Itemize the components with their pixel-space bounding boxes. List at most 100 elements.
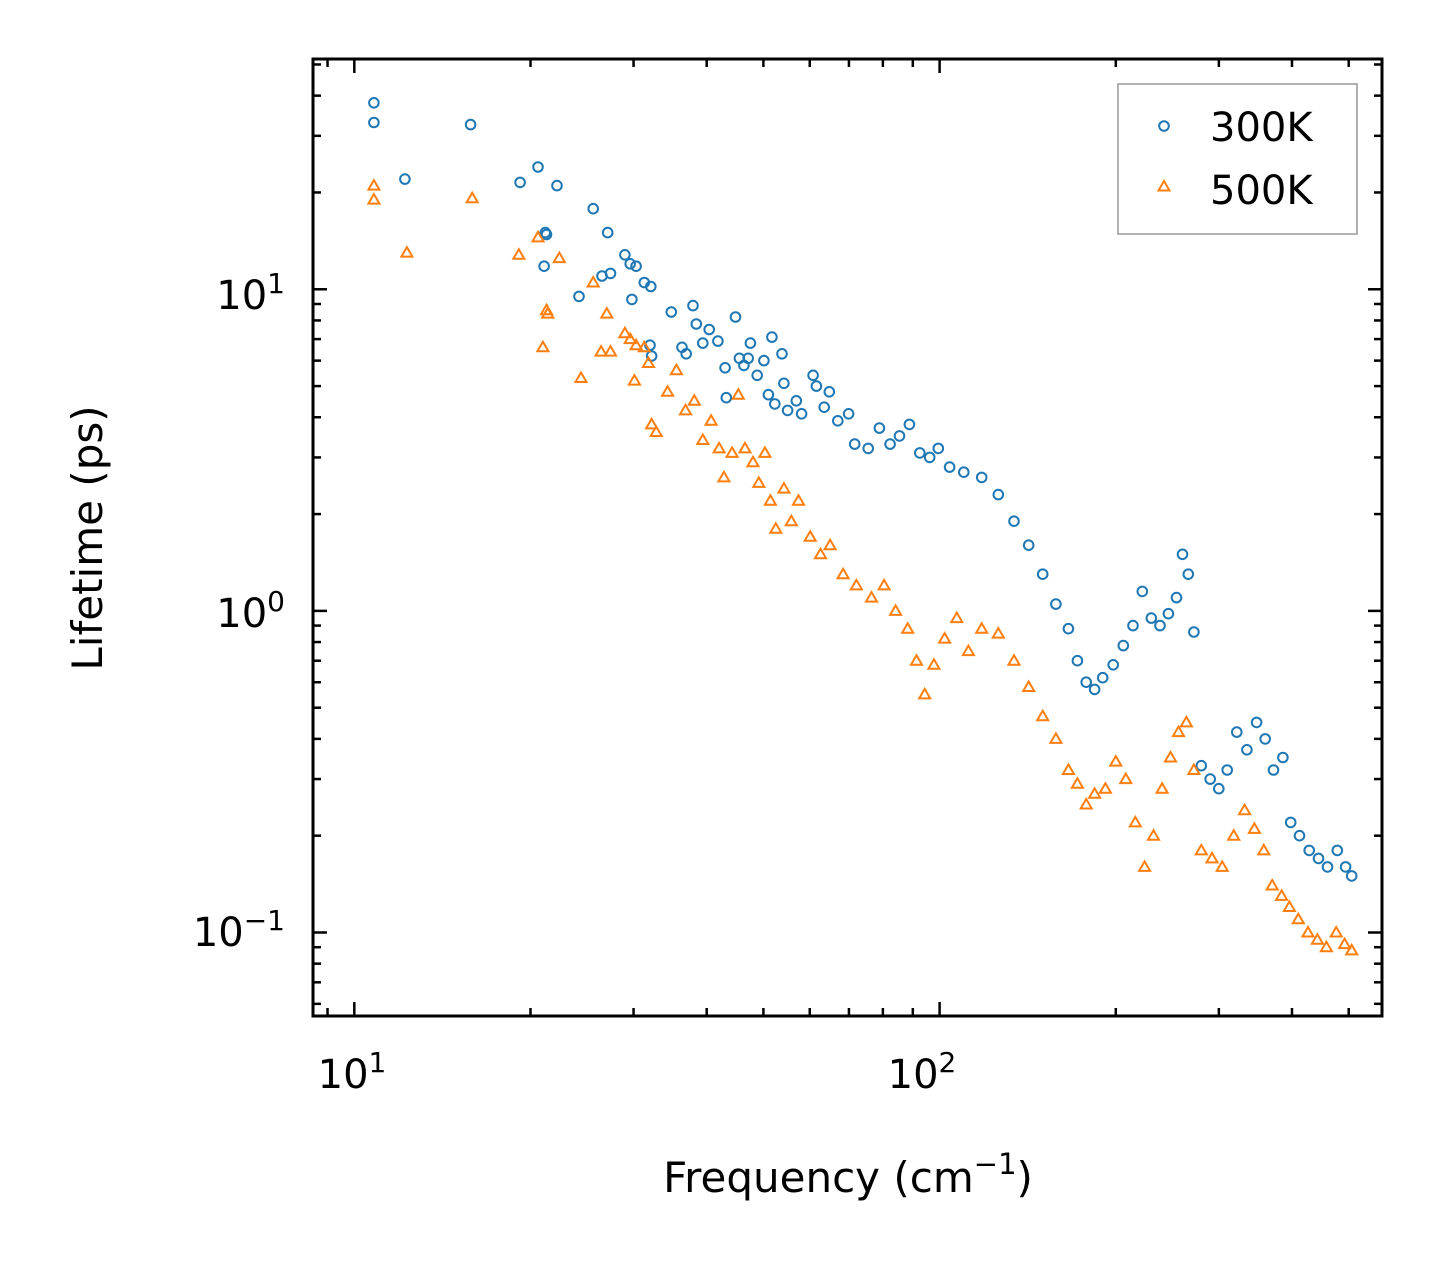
data-point-500k-46 [849, 577, 864, 591]
data-point-500k-27 [695, 432, 711, 445]
data-point-500k-62 [1048, 731, 1064, 744]
data-point-300k-26 [687, 299, 699, 312]
data-point-300k-76 [1107, 659, 1119, 671]
data-point-300k-85 [1182, 568, 1195, 581]
data-point-300k-75 [1096, 671, 1109, 684]
data-point-300k-60 [914, 447, 926, 459]
data-point-500k-56 [961, 643, 976, 657]
data-point-300k-63 [943, 461, 956, 473]
data-point-500k-70 [1128, 814, 1143, 828]
data-point-300k-59 [903, 418, 916, 431]
data-point-300k-5 [532, 161, 544, 173]
data-point-500k-76 [1179, 714, 1194, 728]
data-point-300k-37 [744, 337, 757, 349]
x-tick-label-100: 102 [888, 1046, 957, 1098]
data-point-500k-51 [909, 653, 924, 666]
data-point-500k-14 [603, 344, 618, 357]
data-point-300k-41 [766, 331, 778, 343]
data-point-500k-25 [678, 402, 693, 416]
data-point-300k-67 [1008, 515, 1020, 528]
data-point-300k-87 [1195, 759, 1208, 772]
data-point-300k-66 [992, 488, 1005, 501]
data-point-500k-61 [1035, 708, 1050, 722]
data-point-500k-87 [1282, 899, 1297, 912]
data-point-500k-78 [1194, 842, 1209, 856]
data-point-300k-9 [551, 179, 563, 192]
data-point-500k-9 [552, 250, 567, 264]
data-point-500k-39 [776, 481, 792, 494]
legend-label-300k: 300K [1210, 105, 1314, 151]
data-point-500k-67 [1098, 781, 1113, 794]
data-point-300k-42 [769, 398, 781, 410]
data-point-500k-84 [1256, 842, 1272, 856]
data-point-500k-89 [1300, 925, 1316, 938]
data-point-500k-59 [1006, 653, 1022, 666]
data-point-300k-61 [923, 451, 936, 464]
data-point-500k-16 [622, 331, 638, 345]
data-point-500k-30 [716, 469, 732, 483]
y-tick-label-1: 100 [216, 585, 285, 637]
data-point-300k-25 [680, 348, 693, 360]
data-point-300k-47 [795, 408, 808, 420]
data-point-300k-14 [604, 267, 617, 280]
data-point-500k-11 [585, 275, 601, 288]
data-point-300k-34 [729, 311, 742, 323]
legend-label-500k: 500K [1210, 168, 1314, 214]
data-point-300k-49 [810, 380, 823, 392]
data-point-500k-72 [1146, 828, 1161, 841]
data-point-500k-5 [530, 229, 546, 243]
data-point-500k-10 [573, 370, 589, 383]
data-point-300k-100 [1312, 852, 1325, 865]
data-point-500k-92 [1328, 925, 1344, 938]
data-point-500k-21 [644, 416, 659, 430]
data-point-300k-31 [719, 362, 731, 374]
data-point-300k-2 [399, 173, 411, 185]
data-point-500k-53 [926, 657, 942, 670]
data-point-300k-53 [842, 408, 855, 420]
data-point-500k-73 [1154, 781, 1170, 794]
x-tick-label-10: 101 [318, 1046, 387, 1098]
data-point-500k-77 [1186, 762, 1202, 775]
data-point-300k-54 [848, 438, 861, 450]
data-point-500k-83 [1247, 821, 1262, 834]
data-point-300k-8 [538, 260, 550, 273]
data-point-300k-71 [1062, 622, 1075, 635]
data-point-500k-64 [1070, 776, 1085, 789]
data-point-300k-13 [601, 226, 614, 239]
data-point-500k-57 [974, 621, 989, 634]
plot-frame [311, 57, 1384, 1018]
data-point-300k-62 [932, 442, 945, 455]
data-point-300k-29 [703, 323, 716, 336]
data-point-500k-36 [757, 445, 773, 458]
data-point-300k-82 [1162, 607, 1175, 620]
data-point-500k-79 [1204, 850, 1220, 864]
data-point-300k-44 [778, 377, 790, 390]
data-point-500k-71 [1137, 859, 1152, 872]
data-point-300k-18 [630, 260, 642, 273]
data-point-300k-95 [1267, 764, 1280, 776]
data-point-500k-86 [1274, 888, 1289, 901]
data-point-300k-11 [587, 202, 600, 215]
data-point-500k-42 [802, 529, 818, 542]
data-point-500k-20 [641, 355, 656, 368]
data-point-500k-34 [745, 454, 761, 468]
data-point-300k-68 [1022, 539, 1035, 552]
legend-frame [1117, 83, 1358, 235]
data-point-500k-1 [366, 192, 382, 205]
data-point-300k-88 [1204, 773, 1216, 785]
data-point-300k-86 [1188, 626, 1200, 638]
data-point-500k-38 [768, 521, 784, 534]
data-point-300k-32 [720, 391, 733, 404]
data-point-300k-56 [873, 422, 886, 434]
data-point-500k-54 [937, 631, 952, 644]
data-point-500k-3 [464, 190, 480, 204]
data-point-500k-31 [724, 445, 740, 458]
data-point-500k-75 [1171, 724, 1186, 738]
data-point-300k-83 [1170, 591, 1183, 604]
data-point-300k-0 [368, 97, 380, 109]
legend: 300K 500K [1117, 83, 1358, 235]
axis-ticks-layer [313, 59, 1382, 1016]
data-point-500k-0 [366, 178, 382, 191]
data-point-500k-44 [822, 537, 838, 551]
data-point-500k-85 [1264, 878, 1280, 891]
